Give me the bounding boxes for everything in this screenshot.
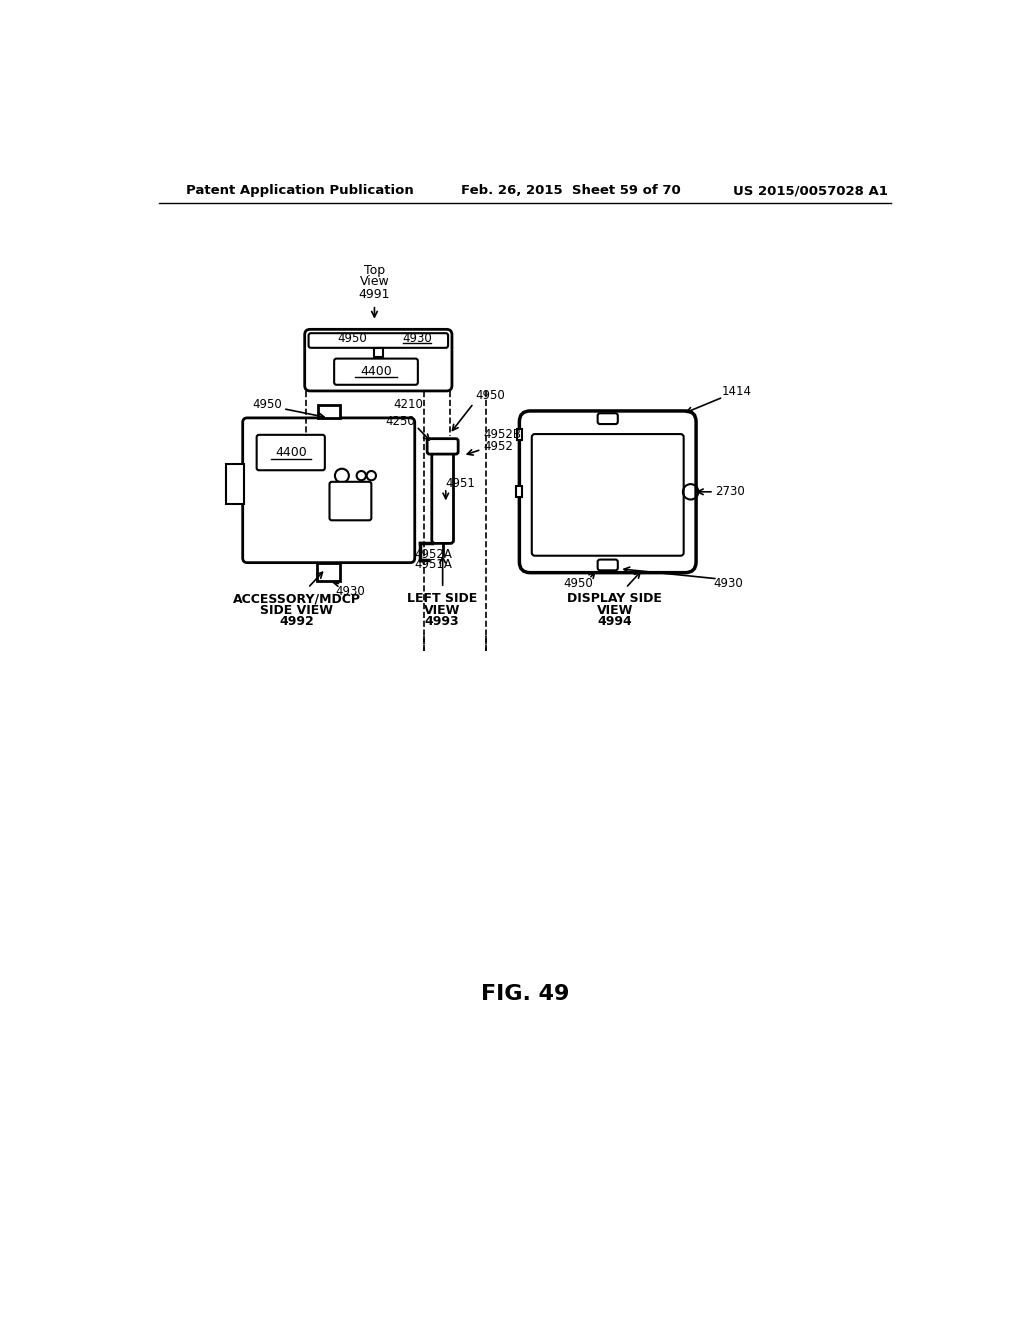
Bar bbox=[517, 429, 521, 441]
FancyBboxPatch shape bbox=[334, 359, 418, 385]
Text: 4250: 4250 bbox=[385, 416, 415, 428]
Bar bbox=[317, 405, 340, 418]
Bar bbox=[317, 562, 340, 581]
Text: 4952: 4952 bbox=[483, 440, 513, 453]
Text: 4950: 4950 bbox=[338, 333, 368, 345]
Text: 4950: 4950 bbox=[475, 389, 505, 403]
Text: 4952A: 4952A bbox=[415, 548, 453, 561]
FancyBboxPatch shape bbox=[531, 434, 684, 556]
FancyBboxPatch shape bbox=[305, 330, 452, 391]
Text: 2730: 2730 bbox=[716, 486, 745, 499]
Text: Patent Application Publication: Patent Application Publication bbox=[186, 185, 414, 197]
FancyBboxPatch shape bbox=[598, 560, 617, 570]
Text: US 2015/0057028 A1: US 2015/0057028 A1 bbox=[732, 185, 888, 197]
Text: 4950: 4950 bbox=[253, 397, 283, 411]
Text: FIG. 49: FIG. 49 bbox=[480, 983, 569, 1003]
Text: 1414: 1414 bbox=[721, 385, 752, 399]
Text: 4930: 4930 bbox=[336, 585, 366, 598]
Text: 4210: 4210 bbox=[393, 397, 424, 411]
FancyBboxPatch shape bbox=[598, 413, 617, 424]
FancyBboxPatch shape bbox=[432, 453, 454, 544]
Text: 4400: 4400 bbox=[274, 446, 306, 459]
Text: 4930: 4930 bbox=[714, 577, 743, 590]
FancyBboxPatch shape bbox=[330, 482, 372, 520]
FancyBboxPatch shape bbox=[519, 411, 696, 573]
Text: Top: Top bbox=[364, 264, 385, 277]
Text: View: View bbox=[359, 275, 389, 288]
FancyBboxPatch shape bbox=[243, 418, 415, 562]
Text: SIDE VIEW: SIDE VIEW bbox=[260, 603, 334, 616]
Text: 4951A: 4951A bbox=[415, 558, 453, 572]
Text: 4991: 4991 bbox=[358, 288, 390, 301]
Text: LEFT SIDE: LEFT SIDE bbox=[407, 593, 477, 606]
Text: 4993: 4993 bbox=[425, 615, 459, 628]
Text: ACCESSORY/MDCP: ACCESSORY/MDCP bbox=[232, 593, 360, 606]
Bar bbox=[374, 348, 383, 358]
Text: 4994: 4994 bbox=[597, 615, 632, 628]
Text: 4951: 4951 bbox=[445, 477, 475, 490]
FancyBboxPatch shape bbox=[257, 434, 325, 470]
Text: 4400: 4400 bbox=[360, 366, 392, 379]
Text: DISPLAY SIDE: DISPLAY SIDE bbox=[567, 593, 663, 606]
Text: VIEW: VIEW bbox=[597, 603, 633, 616]
Text: 4992: 4992 bbox=[280, 615, 314, 628]
Bar bbox=[515, 487, 521, 498]
Text: Feb. 26, 2015  Sheet 59 of 70: Feb. 26, 2015 Sheet 59 of 70 bbox=[461, 185, 681, 197]
Text: 4930: 4930 bbox=[402, 333, 432, 345]
FancyBboxPatch shape bbox=[308, 333, 449, 348]
Text: 4952B: 4952B bbox=[483, 428, 521, 441]
Text: 4950: 4950 bbox=[563, 577, 593, 590]
Text: VIEW: VIEW bbox=[424, 603, 460, 616]
Bar bbox=[225, 465, 245, 504]
FancyBboxPatch shape bbox=[427, 438, 458, 454]
